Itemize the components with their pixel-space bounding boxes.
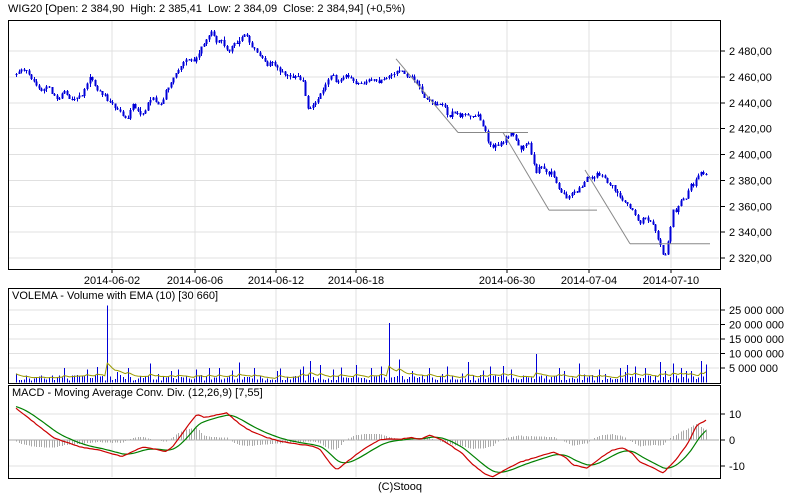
svg-text:5 000 000: 5 000 000: [729, 363, 778, 375]
svg-text:2014-07-10: 2014-07-10: [643, 275, 699, 287]
candlesticks: [15, 29, 708, 256]
svg-text:2014-06-30: 2014-06-30: [479, 275, 535, 287]
svg-text:-10: -10: [729, 461, 745, 473]
svg-text:2 340,00: 2 340,00: [729, 227, 772, 239]
svg-text:2014-06-18: 2014-06-18: [328, 275, 384, 287]
svg-text:10 000 000: 10 000 000: [729, 349, 784, 361]
price-axis-labels: 2 480,00 2 460,00 2 440,00 2 420,00 2 400,00…: [720, 46, 772, 265]
svg-text:10: 10: [729, 409, 741, 421]
volume-axis-labels: 25 000 000 20 000 000 15 000 000 10 000 000…: [720, 305, 784, 375]
price-panel-title: WIG20 [Open: 2 384,90 High: 2 385,41 Low…: [8, 3, 406, 15]
svg-text:2014-06-06: 2014-06-06: [167, 275, 223, 287]
macd-histogram: [16, 424, 707, 450]
svg-text:2 320,00: 2 320,00: [729, 253, 772, 265]
svg-text:0: 0: [729, 435, 735, 447]
panel-borders: [8, 20, 721, 479]
svg-text:2014-06-02: 2014-06-02: [84, 275, 140, 287]
volume-ema-line: [15, 362, 707, 379]
svg-text:2 480,00: 2 480,00: [729, 46, 772, 58]
svg-text:20 000 000: 20 000 000: [729, 320, 784, 332]
svg-text:2 380,00: 2 380,00: [729, 175, 772, 187]
macd-axis-labels: 10 0 -10: [720, 409, 745, 473]
svg-text:2 440,00: 2 440,00: [729, 98, 772, 110]
svg-text:15 000 000: 15 000 000: [729, 334, 784, 346]
macd-panel-title: MACD - Moving Average Conv. Div. (12,26,…: [12, 387, 263, 399]
svg-text:2 400,00: 2 400,00: [729, 150, 772, 162]
volume-panel-title: VOLEMA - Volume with EMA (10) [30 660]: [12, 290, 219, 302]
date-axis-labels: 2014-06-02 2014-06-06 2014-06-12 2014-06-18…: [84, 269, 699, 287]
svg-text:25 000 000: 25 000 000: [729, 305, 784, 317]
copyright: (C)Stooq: [377, 481, 423, 493]
svg-text:2014-06-12: 2014-06-12: [248, 275, 304, 287]
gridlines: [9, 21, 719, 477]
trendlines: [395, 58, 710, 245]
svg-text:2014-07-04: 2014-07-04: [561, 275, 617, 287]
svg-text:2 460,00: 2 460,00: [729, 72, 772, 84]
svg-text:2 360,00: 2 360,00: [729, 201, 772, 213]
volume-bars: [15, 305, 708, 383]
svg-text:2 420,00: 2 420,00: [729, 124, 772, 136]
macd-line: [15, 407, 707, 478]
